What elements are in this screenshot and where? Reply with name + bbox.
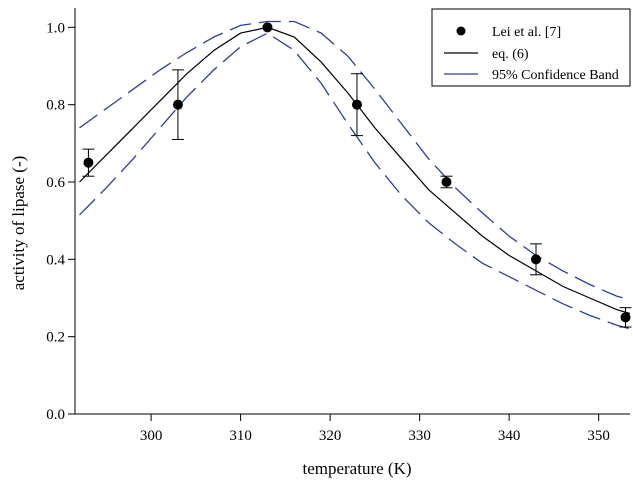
data-point (171, 69, 184, 140)
axis-ticks: 0.0 0.2 0.4 0.6 0.8 1.0 300 310 320 330 340 350 (46, 20, 610, 444)
confidence-band-lines (79, 20, 631, 330)
x-tick-label: 340 (498, 428, 521, 444)
confidence-band-lower (79, 32, 631, 330)
legend-label-fit-line: eq. (6) (492, 47, 529, 62)
x-tick-label: 310 (229, 428, 252, 444)
data-point-marker (83, 157, 94, 168)
fit-line (79, 26, 631, 315)
y-tick-label: 0.6 (46, 175, 65, 191)
data-point (262, 22, 273, 33)
x-tick-label: 300 (140, 428, 163, 444)
legend-label-points: Lei et al. [7] (492, 25, 561, 40)
data-point (530, 243, 543, 276)
y-axis-title: activity of lipase (-) (9, 156, 28, 291)
data-point (440, 175, 453, 189)
data-point-marker (441, 177, 452, 187)
data-point-marker (620, 312, 631, 323)
legend-label-confidence-band: 95% Confidence Band (492, 68, 619, 83)
y-tick-label: 0.4 (46, 252, 65, 268)
x-tick-label: 330 (408, 428, 431, 444)
fit-line-layer (79, 26, 631, 315)
data-point-marker (172, 99, 183, 110)
y-tick-label: 0.8 (46, 98, 65, 114)
legend-box (431, 8, 631, 87)
plot-frame (74, 8, 630, 415)
data-point (350, 73, 363, 137)
x-tick-label: 320 (319, 428, 342, 444)
y-tick-label: 0.0 (46, 407, 65, 423)
data-points-layer (82, 22, 632, 328)
confidence-band-upper (79, 20, 631, 301)
data-point (619, 307, 632, 328)
legend-marker-points (456, 26, 466, 36)
x-axis-title: temperature (K) (302, 459, 411, 478)
data-point-marker (531, 254, 542, 265)
y-tick-label: 0.2 (46, 330, 65, 346)
legend: Lei et al. [7] eq. (6) 95% Confidence Ba… (431, 8, 631, 87)
data-point-marker (262, 22, 273, 33)
y-tick-label: 1.0 (46, 20, 65, 36)
x-tick-label: 350 (587, 428, 610, 444)
data-point-marker (351, 99, 362, 110)
data-point (82, 148, 95, 177)
